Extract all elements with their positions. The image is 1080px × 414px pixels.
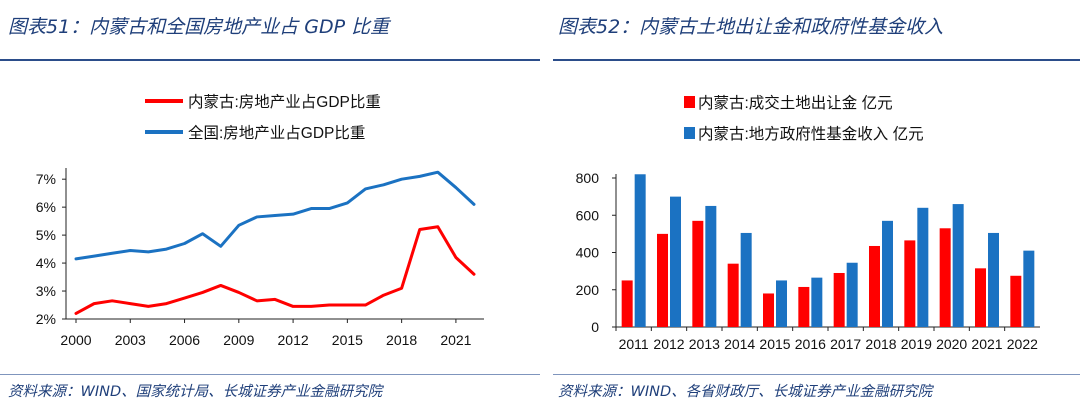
right-bar-fund-income bbox=[846, 262, 858, 327]
left-title-rule bbox=[0, 59, 540, 61]
right-bar-land-sale bbox=[1010, 275, 1022, 327]
right-legend-label-2: 内蒙古:地方政府性基金收入 亿元 bbox=[698, 125, 924, 143]
left-x-tick-label: 2015 bbox=[332, 332, 363, 348]
left-x-tick-label: 2018 bbox=[386, 332, 417, 348]
left-legend-label-2: 全国:房地产业占GDP比重 bbox=[188, 124, 365, 142]
right-bar-fund-income bbox=[670, 196, 681, 327]
right-x-tick-label: 2011 bbox=[619, 336, 649, 352]
left-source-note: 资料来源：WIND、国家统计局、长城证券产业金融研究院 bbox=[8, 384, 383, 400]
right-bar-fund-income bbox=[705, 205, 717, 327]
left-y-tick-label: 6% bbox=[36, 199, 56, 215]
right-y-tick-label: 400 bbox=[576, 245, 600, 261]
right-bar-fund-income bbox=[882, 220, 893, 327]
right-bar-land-sale bbox=[727, 263, 739, 327]
right-x-tick-label: 2019 bbox=[901, 336, 932, 352]
right-x-tick-label: 2013 bbox=[689, 336, 720, 352]
left-y-tick-label: 5% bbox=[36, 227, 56, 243]
left-source-rule bbox=[0, 374, 540, 375]
left-y-tick-label: 4% bbox=[36, 255, 56, 271]
right-y-tick-label: 600 bbox=[576, 207, 600, 223]
left-series-line-2 bbox=[74, 170, 476, 261]
left-chart-title: 图表51：内蒙古和全国房地产业占 GDP 比重 bbox=[8, 16, 390, 38]
right-x-tick-label: 2017 bbox=[830, 336, 861, 352]
left-legend-label-1: 内蒙古:房地产业占GDP比重 bbox=[188, 93, 381, 111]
left-x-tick-label: 2021 bbox=[440, 332, 471, 348]
right-y-tick-label: 200 bbox=[576, 282, 600, 298]
right-bar-land-sale bbox=[763, 293, 774, 327]
right-bar-fund-income bbox=[634, 174, 646, 327]
left-x-tick-label: 2000 bbox=[60, 332, 91, 348]
right-x-tick-label: 2021 bbox=[971, 336, 1002, 352]
right-bar-fund-income bbox=[917, 207, 929, 327]
right-x-tick-label: 2020 bbox=[936, 336, 967, 352]
left-x-tick-label: 2009 bbox=[223, 332, 254, 348]
right-bar-land-sale bbox=[657, 233, 668, 327]
right-x-tick-label: 2012 bbox=[653, 336, 684, 352]
right-x-tick-label: 2014 bbox=[724, 336, 755, 352]
right-y-tick-label: 800 bbox=[576, 170, 600, 186]
right-bar-land-sale bbox=[833, 272, 845, 327]
right-bar-fund-income bbox=[1023, 250, 1035, 327]
right-bar-land-sale bbox=[692, 220, 704, 327]
left-y-tick-label: 2% bbox=[36, 311, 56, 327]
right-legend-label-1: 内蒙古:成交土地出让金 亿元 bbox=[698, 94, 893, 112]
left-y-tick-label: 3% bbox=[36, 283, 56, 299]
left-x-tick-label: 2006 bbox=[169, 332, 200, 348]
right-x-tick-label: 2015 bbox=[759, 336, 790, 352]
right-y-tick-label: 0 bbox=[591, 319, 599, 335]
left-x-tick-label: 2012 bbox=[278, 332, 309, 348]
right-bar-land-sale bbox=[869, 245, 880, 327]
left-series-line-1 bbox=[74, 225, 476, 315]
right-source-rule bbox=[553, 374, 1080, 375]
right-bar-fund-income bbox=[952, 204, 964, 327]
right-bar-land-sale bbox=[798, 286, 810, 327]
right-bar-fund-income bbox=[988, 232, 999, 327]
right-title-rule bbox=[553, 59, 1080, 61]
right-source-note: 资料来源：WIND、各省财政厅、长城证券产业金融研究院 bbox=[558, 384, 933, 400]
right-bar-fund-income bbox=[811, 277, 823, 327]
right-bar-land-sale bbox=[904, 240, 916, 327]
left-y-tick-label: 7% bbox=[36, 171, 56, 187]
right-legend-swatch-1 bbox=[684, 96, 695, 108]
right-bar-land-sale bbox=[939, 228, 951, 327]
right-bar-fund-income bbox=[740, 232, 752, 327]
right-x-tick-label: 2022 bbox=[1007, 336, 1038, 352]
left-x-tick-label: 2003 bbox=[115, 332, 146, 348]
right-bar-land-sale bbox=[621, 280, 633, 327]
right-bar-land-sale bbox=[975, 268, 986, 327]
right-x-tick-label: 2018 bbox=[865, 336, 896, 352]
right-bar-fund-income bbox=[776, 280, 787, 327]
right-chart-title: 图表52：内蒙古土地出让金和政府性基金收入 bbox=[558, 16, 944, 38]
right-x-tick-label: 2016 bbox=[795, 336, 826, 352]
right-legend-swatch-2 bbox=[684, 127, 695, 139]
